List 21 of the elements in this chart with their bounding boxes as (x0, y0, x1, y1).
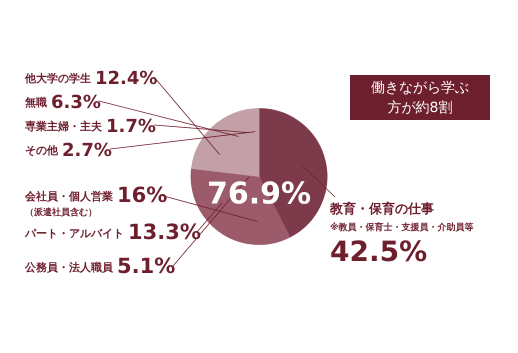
slice-label: 会社員・個人営業 (24, 190, 113, 203)
text: ※教員・保育士・支援員・介助員等 (330, 221, 474, 233)
data-label: 42.5% (330, 235, 428, 268)
data-label: 2.7% (62, 140, 112, 161)
slice-label: 他大学の学生 (24, 72, 91, 85)
slice-label: その他 (25, 144, 59, 157)
text: 働きながら学ぶ (371, 80, 469, 96)
slice-label: 無職 (24, 96, 47, 109)
slice-label: 公務員・法人職員 (24, 261, 114, 274)
data-label: 5.1% (117, 254, 176, 278)
data-label: 16% (117, 183, 168, 207)
data-label: 1.7% (106, 116, 156, 137)
data-label: 6.3% (51, 92, 101, 113)
slice-label: 教育・保育の仕事 (329, 201, 434, 217)
slice-label: パート・アルバイト (24, 227, 124, 240)
text: （派遣社員含む） (25, 207, 97, 218)
text: 方が約8割 (388, 100, 452, 116)
data-label: 13.3% (128, 220, 201, 244)
slice-label: 専業主婦・主夫 (24, 120, 103, 133)
data-label: 12.4% (95, 68, 158, 89)
text: 76.9% (206, 176, 312, 212)
